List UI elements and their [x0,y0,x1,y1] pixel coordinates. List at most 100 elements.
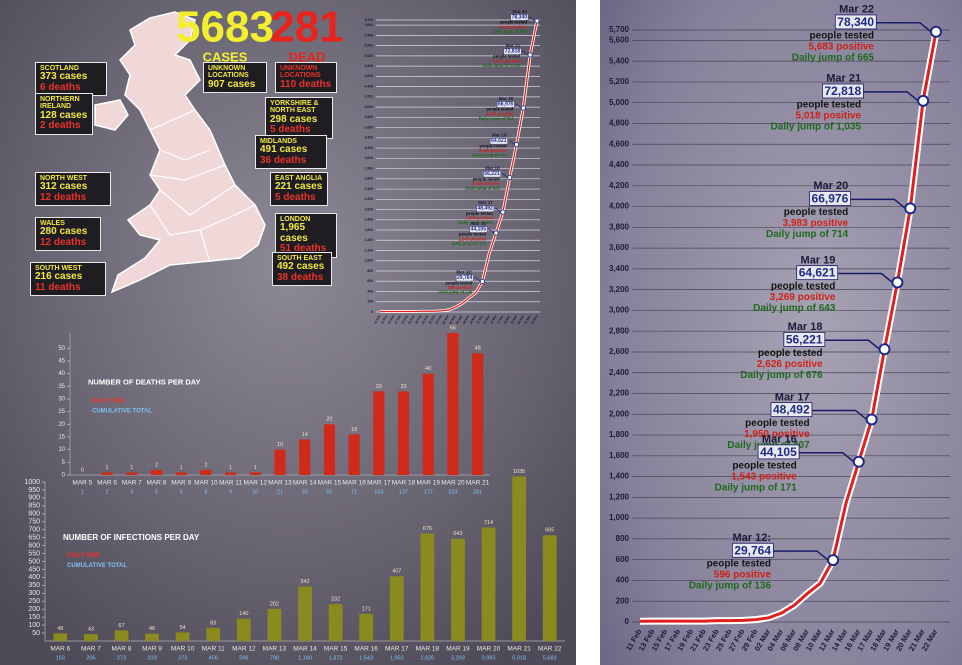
annotation-tested: 72,818 [824,84,861,98]
cumulative-label: 8 [204,489,207,495]
y-tick-label: 1,200 [365,248,374,252]
y-tick-label: 0 [62,473,66,479]
y-tick-label: 500 [28,558,40,565]
x-tick-label: MAR 12 [232,646,256,653]
annotation-jump: Daily jump of 714 [766,229,849,240]
x-tick-label: MAR 22 [538,646,562,653]
annotation-tested-box [476,205,495,212]
cumulative-label: 273 [117,655,126,661]
annotation-connector [850,198,906,209]
region-name: SCOTLAND [40,65,79,72]
region-cases: 1,965 cases [280,222,308,244]
bar-value-label: 676 [423,526,432,532]
y-tick-label: 600 [616,555,630,564]
y-tick-label: 450 [28,566,40,573]
annotation-positive: 596 positive [714,570,772,581]
bar-value-label: 665 [545,528,554,534]
y-tick-label: 1,200 [609,492,630,501]
annotation-connector [501,173,508,178]
annotation-positive: 3,269 positive [479,148,507,153]
annotation-positive: 5,018 positive [796,110,862,121]
cumulative-label: 5,683 [543,655,557,661]
y-tick-label: 100 [28,622,40,629]
x-tick-label: 02 Mar [441,314,450,325]
annotation-date: Mar 12: [456,269,473,274]
annotation-tested-box [503,48,522,55]
region-box: SOUTH WEST 216 cases 11 deaths [30,262,106,297]
legend-entry: CUMULATIVE TOTAL [67,563,127,569]
point-marker [527,52,533,58]
region-deaths: 38 deaths [277,271,324,283]
region-box: EAST ANGLIA 221 cases 5 deaths [270,172,328,207]
y-tick-label: 3,000 [365,156,374,160]
y-tick-label: 2,600 [609,347,630,356]
region-deaths: 12 deaths [40,236,87,248]
region-deaths: 6 deaths [40,81,81,93]
x-tick-label: MAR 13 [263,646,287,653]
cumulative-label: 233 [448,489,457,495]
annotation-connector [488,228,495,234]
annotation-positive: 2,626 positive [757,359,823,370]
region-name: SOUTH WEST [35,265,82,272]
y-tick-label: 2,200 [609,389,630,398]
legend-entry: DAILY RISE [92,398,125,404]
y-tick-label: 25 [58,409,65,415]
x-tick-label: MAR 21 [466,480,490,487]
y-tick-label: 1000 [24,479,40,486]
bar-value-label: 14 [302,432,308,438]
x-tick-label: MAR 19 [446,646,470,653]
cumulative-label: 1,140 [298,655,312,661]
x-tick-label: MAR 9 [142,646,162,653]
bar [175,632,190,641]
chart-title: NUMBER OF DEATHS PER DAY [88,378,201,387]
annotation-connector [529,16,536,22]
bar [145,633,159,641]
cases-label: CASES [203,49,248,64]
annotation-jump: Daily jump of 676 [465,186,500,191]
y-tick-label: 10 [58,447,65,453]
annotation-tested-box [731,542,774,558]
bar-value-label: 140 [239,611,248,617]
annotation-date: Mar 16 [762,434,797,446]
annotation-tested: 72,818 [505,48,521,54]
x-tick-label: 11 Feb [373,314,381,325]
y-tick-label: 150 [28,614,40,621]
bar-value-label: 10 [277,442,283,448]
bar [472,353,484,475]
annotation-date: Mar 21 [826,73,861,85]
bar-value-label: 171 [362,606,371,612]
y-tick-label: 20 [58,422,65,428]
x-tick-label: MAR 15 [318,480,342,487]
bar [359,613,374,641]
total-cases: 5683 [176,3,274,52]
y-tick-label: 5,400 [609,56,630,65]
y-tick-label: 900 [28,495,40,502]
cumulative-label: 1 [81,489,84,495]
point-marker [534,18,540,24]
annotation-positive: 596 positive [448,285,473,290]
point-marker [479,278,485,284]
y-tick-label: 0 [625,617,630,626]
region-box: UNKNOWN LOCATIONS 110 deaths [275,62,337,94]
y-tick-label: 1,400 [365,238,374,242]
region-box: NORTH WEST 312 cases 12 deaths [35,172,111,207]
bar [206,627,221,641]
y-tick-label: 50 [32,630,40,637]
bar [389,576,404,641]
cumulative-label: 1,950 [390,655,404,661]
region-cases: 221 cases [275,181,323,193]
bar-value-label: 342 [300,579,309,585]
cumulative-label: 1,372 [329,655,343,661]
bar-value-label: 46 [149,626,155,632]
y-tick-label: 40 [58,371,65,377]
point-marker [852,455,865,468]
bar [249,472,261,475]
annotation-positive: 1,543 positive [459,236,487,241]
cumulative-label: 71 [351,489,357,495]
annotation-tested: 48,492 [477,206,493,212]
x-tick-label: 17 Feb [394,314,402,325]
x-tick-label: MAR 6 [97,480,117,487]
cumulative-label: 177 [424,489,433,495]
chart-title: NUMBER OF INFECTIONS PER DAY [63,533,200,542]
y-tick-label: 2,800 [609,326,630,335]
